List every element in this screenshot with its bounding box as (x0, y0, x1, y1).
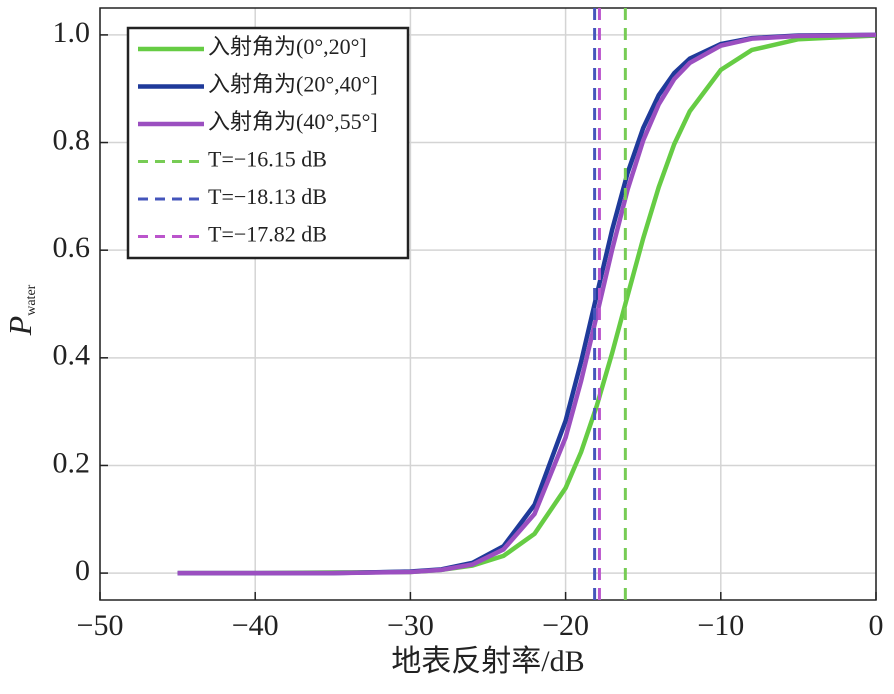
line-series (177, 32, 877, 576)
x-tick-label: −20 (542, 609, 589, 642)
legend-box (126, 26, 410, 260)
y-tick-label: 0.8 (53, 123, 91, 156)
x-tick-label: −40 (232, 609, 279, 642)
legend-label: T=−16.15 dB (208, 147, 327, 172)
x-tick-label: −50 (77, 609, 124, 642)
legend-label: T=−18.13 dB (208, 184, 327, 209)
legend-label: 入射角为(40°,55°] (208, 109, 378, 134)
y-axis-label-main: P (2, 316, 38, 337)
y-tick-label: 0.6 (53, 231, 91, 264)
y-axis-label: Pwater (2, 284, 39, 336)
legend-label: T=−17.82 dB (208, 222, 327, 247)
y-axis-label-sub: water (24, 284, 39, 315)
y-tick-label: 0.4 (53, 339, 91, 372)
x-tick-label: −30 (387, 609, 434, 642)
y-tick-label: 0.2 (53, 446, 91, 479)
plot-frame (99, 7, 877, 601)
legend-label: 入射角为(0°,20°] (208, 34, 367, 59)
x-tick-label: −10 (697, 609, 744, 642)
y-tick-label: 0 (75, 554, 90, 587)
legend-label: 入射角为(20°,40°] (208, 72, 378, 97)
x-axis-label: 地表反射率/dB (391, 645, 584, 678)
x-tick-label: 0 (869, 609, 884, 642)
y-tick-label: 1.0 (53, 16, 91, 49)
